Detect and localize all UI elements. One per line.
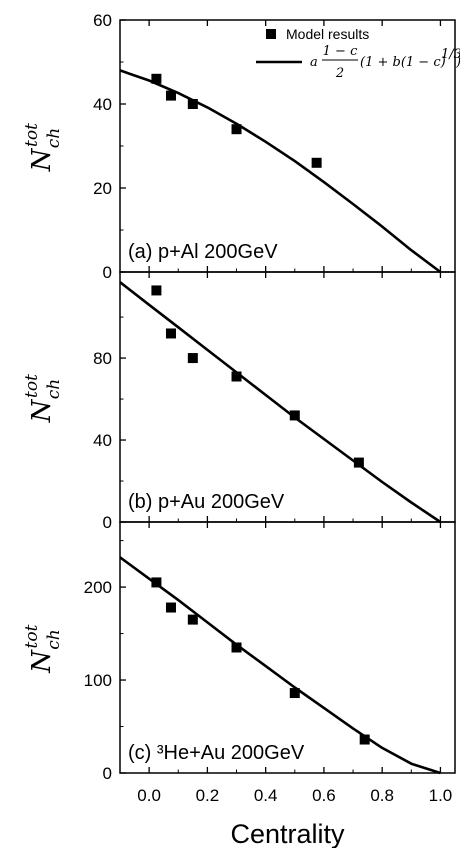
data-point xyxy=(151,73,162,84)
y-axis-label-sub: ch xyxy=(44,629,64,649)
y-axis-label-sub: ch xyxy=(44,379,64,399)
y-tick-label: 0 xyxy=(103,764,112,783)
legend-label-points: Model results xyxy=(286,26,369,42)
y-tick-label: 40 xyxy=(93,95,112,114)
y-tick-label: 200 xyxy=(84,578,112,597)
data-point xyxy=(187,353,198,364)
plot-frame xyxy=(119,271,456,523)
data-point xyxy=(289,688,300,699)
data-point xyxy=(187,614,198,625)
data-point xyxy=(231,371,242,382)
x-tick-label: 0.4 xyxy=(254,786,278,805)
fit-curve xyxy=(119,281,442,524)
x-tick-label: 0.8 xyxy=(370,786,394,805)
data-point xyxy=(359,734,370,745)
data-point xyxy=(231,124,242,135)
y-axis-label-sub: ch xyxy=(44,128,64,148)
data-point xyxy=(165,602,176,613)
y-tick-label: 0 xyxy=(103,263,112,282)
x-tick-label: 0.2 xyxy=(196,786,220,805)
x-tick-label: 0.0 xyxy=(137,786,161,805)
y-tick-label: 20 xyxy=(93,179,112,198)
y-tick-label: 0 xyxy=(103,513,112,532)
panel-label: (b) p+Au 200GeV xyxy=(128,491,285,513)
y-axis-label-sup: tot xyxy=(22,624,42,648)
data-point xyxy=(151,285,162,296)
legend-formula-exp: 1/3 xyxy=(441,47,460,62)
y-tick-label: 100 xyxy=(84,671,112,690)
y-axis-label-sup: tot xyxy=(22,123,42,147)
panel-label: (a) p+Al 200GeV xyxy=(128,241,278,263)
data-point xyxy=(151,577,162,588)
fit-curve xyxy=(119,556,441,775)
plot-frame xyxy=(119,521,456,774)
x-tick-label: 1.0 xyxy=(429,786,453,805)
y-axis-label-main: N xyxy=(27,649,57,674)
legend: Model results a 1 − c 2 (1 + b(1 − c)1/3) xyxy=(256,26,460,81)
y-axis-label-main: N xyxy=(27,147,57,172)
data-point xyxy=(289,410,300,421)
data-point xyxy=(165,328,176,339)
legend-formula-close: ) xyxy=(455,55,460,70)
y-tick-label: 40 xyxy=(93,431,112,450)
x-axis-label: Centrality xyxy=(230,819,345,848)
y-tick-label: 60 xyxy=(93,11,112,30)
y-axis-label-main: N xyxy=(27,398,57,423)
legend-formula-num: 1 − c xyxy=(323,44,358,59)
panel-label: (c) ³He+Au 200GeV xyxy=(128,742,305,764)
data-point xyxy=(187,99,198,109)
legend-formula-a: a xyxy=(310,55,318,70)
x-tick-label: 0.6 xyxy=(312,786,336,805)
data-point xyxy=(311,157,322,168)
data-point xyxy=(165,90,176,101)
legend-formula-den: 2 xyxy=(335,66,344,81)
y-axis-label-sup: tot xyxy=(22,374,42,398)
data-point xyxy=(353,457,364,468)
y-tick-label: 80 xyxy=(93,349,112,368)
data-point xyxy=(231,642,242,653)
legend-marker-points xyxy=(266,29,276,39)
legend-formula-rest: (1 + b(1 − c) xyxy=(360,55,446,70)
